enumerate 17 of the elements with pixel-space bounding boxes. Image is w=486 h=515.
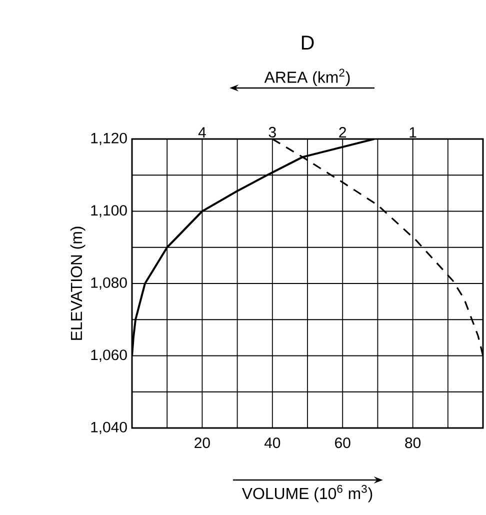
x-tick-label: 20 [194,438,210,448]
x2-tick-label: 4 [198,127,206,138]
x-tick-label: 60 [335,438,350,448]
y-tick-label: 1,060 [91,350,127,362]
x-axis-title: VOLUME (10$^{6}$ m$^{3}$) [242,484,372,502]
y-axis-title: ELEVATION (m) [70,226,86,340]
x2-tick-label: 3 [268,126,276,138]
x-tick-label: 80 [405,438,421,448]
y-tick-label: 1,120 [91,132,127,146]
chart-title: D [302,36,314,50]
y-tick-label: 1,100 [91,205,127,218]
x2-tick-label: 2 [339,127,346,138]
x-tick-label: 40 [264,438,280,448]
y-tick-label: 1,080 [91,277,127,290]
x2-tick-label: 1 [410,127,416,138]
y-tick-label: 1,040 [91,422,127,434]
x2-axis-title: AREA (km$^{2}$) [264,68,350,86]
